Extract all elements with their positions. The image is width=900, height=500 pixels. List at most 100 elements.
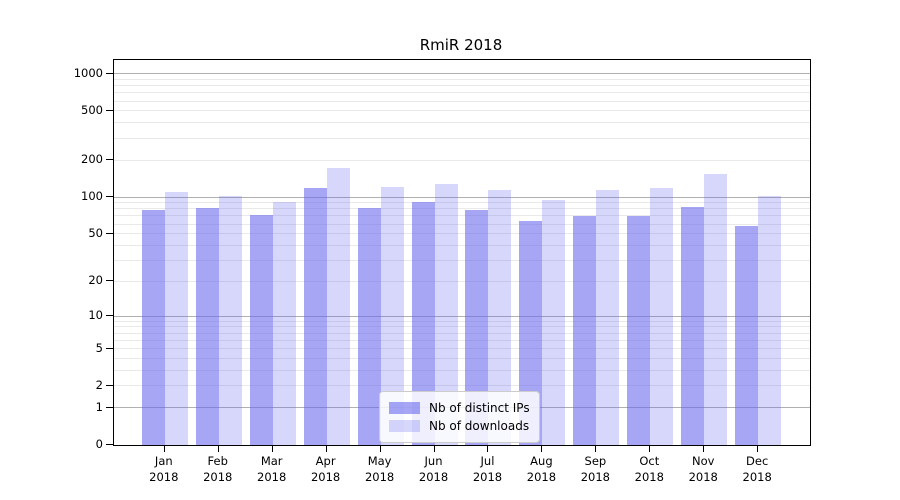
- y-tick-mark: [106, 72, 113, 74]
- y-tick-mark: [106, 280, 113, 282]
- bar-distinct-ips-oct: [627, 215, 651, 445]
- bar-downloads-jan: [164, 191, 188, 445]
- y-tick-label: 2: [95, 377, 103, 392]
- x-tick-label-jan: Jan 2018: [149, 454, 179, 484]
- gridline-minor: [114, 358, 810, 360]
- y-tick-label: 0: [95, 437, 103, 451]
- y-tick-label: 1000: [73, 65, 103, 80]
- bar-downloads-jul: [488, 189, 512, 445]
- x-tick-mark: [649, 446, 651, 452]
- y-tick-mark: [106, 406, 113, 408]
- y-tick-label: 10: [88, 308, 103, 323]
- bar-downloads-jun: [434, 183, 458, 445]
- gridline-minor: [114, 202, 810, 204]
- gridline-minor: [114, 159, 810, 161]
- x-tick-label-sep: Sep 2018: [580, 454, 610, 484]
- y-tick-label: 500: [81, 102, 103, 117]
- x-tick-mark: [163, 446, 165, 452]
- gridline-major: [114, 196, 810, 198]
- y-tick-label: 200: [81, 152, 103, 167]
- gridline-minor: [114, 233, 810, 235]
- legend-label-distinct-ips: Nb of distinct IPs: [429, 401, 530, 415]
- gridline-minor: [114, 100, 810, 102]
- x-tick-mark: [325, 446, 327, 452]
- bar-distinct-ips-jul: [465, 209, 489, 445]
- y-tick-mark: [106, 232, 113, 234]
- bar-distinct-ips-feb: [195, 207, 219, 445]
- gridline-minor: [114, 208, 810, 210]
- gridline-minor: [114, 370, 810, 372]
- y-tick-mark: [106, 196, 113, 198]
- x-tick-label-dec: Dec 2018: [742, 454, 772, 484]
- bar-distinct-ips-jan: [141, 209, 165, 445]
- bar-downloads-apr: [326, 167, 350, 445]
- legend-swatch-distinct-ips: [389, 402, 420, 414]
- x-tick-mark: [703, 446, 705, 452]
- bar-distinct-ips-sep: [573, 215, 597, 445]
- bar-distinct-ips-aug: [519, 220, 543, 445]
- legend-item-distinct-ips: Nb of distinct IPs: [389, 400, 530, 416]
- x-tick-mark: [271, 446, 273, 452]
- y-tick-label: 1: [95, 399, 103, 414]
- x-tick-label-mar: Mar 2018: [257, 454, 287, 484]
- legend-swatch-downloads: [389, 420, 420, 432]
- gridline-minor: [114, 280, 810, 282]
- x-tick-mark: [487, 446, 489, 452]
- y-tick-mark: [106, 444, 113, 445]
- bar-distinct-ips-dec: [735, 225, 759, 445]
- plot-area: [113, 59, 811, 446]
- gridline-minor: [114, 339, 810, 341]
- gridline-minor: [114, 259, 810, 261]
- x-tick-label-nov: Nov 2018: [688, 454, 718, 484]
- gridline-minor: [114, 223, 810, 225]
- x-tick-mark: [433, 446, 435, 452]
- y-tick-label: 20: [88, 273, 103, 288]
- gridline-minor: [114, 215, 810, 217]
- x-tick-label-may: May 2018: [364, 454, 395, 484]
- bar-downloads-sep: [596, 190, 620, 445]
- y-tick-mark: [106, 315, 113, 317]
- bar-distinct-ips-mar: [249, 215, 273, 445]
- gridline-minor: [114, 332, 810, 334]
- bar-downloads-aug: [542, 200, 566, 445]
- y-tick-label: 5: [95, 340, 103, 355]
- x-tick-label-jul: Jul 2018: [472, 454, 503, 484]
- bar-distinct-ips-jun: [411, 202, 435, 445]
- x-tick-mark: [595, 446, 597, 452]
- x-tick-mark: [379, 446, 381, 452]
- x-tick-mark: [541, 446, 543, 452]
- gridline-minor: [114, 320, 810, 322]
- bar-downloads-mar: [272, 202, 296, 445]
- x-tick-label-aug: Aug 2018: [526, 454, 557, 484]
- gridline-minor: [114, 85, 810, 87]
- gridline-minor: [114, 385, 810, 387]
- bar-downloads-nov: [704, 174, 728, 445]
- y-tick-label: 50: [88, 225, 103, 240]
- gridline-minor: [114, 78, 810, 80]
- bar-downloads-dec: [758, 195, 782, 445]
- bar-downloads-may: [380, 187, 404, 445]
- x-tick-label-jun: Jun 2018: [418, 454, 449, 484]
- x-tick-label-feb: Feb 2018: [203, 454, 233, 484]
- x-tick-label-apr: Apr 2018: [310, 454, 341, 484]
- legend-item-downloads: Nb of downloads: [389, 418, 530, 434]
- bar-distinct-ips-nov: [681, 206, 705, 445]
- chart-title: RmiR 2018: [419, 36, 503, 54]
- bar-downloads-oct: [650, 188, 674, 445]
- bar-distinct-ips-apr: [303, 188, 327, 445]
- gridline-major: [114, 73, 810, 75]
- gridline-minor: [114, 348, 810, 350]
- y-tick-label: 100: [81, 189, 103, 204]
- x-tick-mark: [757, 446, 759, 452]
- bar-downloads-feb: [218, 195, 242, 445]
- gridline-minor: [114, 137, 810, 139]
- y-tick-mark: [106, 159, 113, 161]
- gridline-minor: [114, 326, 810, 328]
- gridline-minor: [114, 244, 810, 246]
- legend: Nb of distinct IPs Nb of downloads: [379, 391, 540, 443]
- gridline-major: [114, 315, 810, 317]
- x-tick-label-oct: Oct 2018: [634, 454, 664, 484]
- gridline-minor: [114, 110, 810, 112]
- y-tick-mark: [106, 109, 113, 111]
